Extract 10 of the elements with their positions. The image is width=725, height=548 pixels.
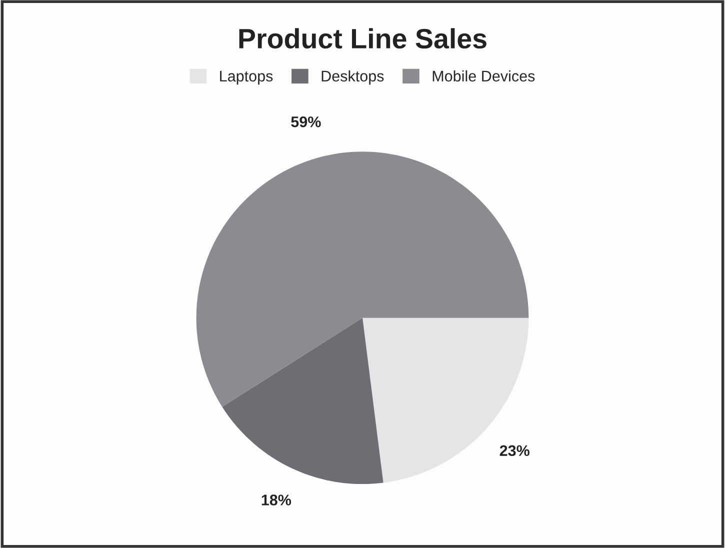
pie-slice: [362, 318, 529, 483]
data-label: 23%: [500, 445, 530, 456]
data-label: 18%: [262, 494, 292, 506]
legend-label: Desktops: [322, 70, 384, 85]
data-label: 59%: [291, 116, 321, 128]
chart-title: Product Line Sales: [239, 28, 486, 49]
legend-label: Mobile Devices: [432, 70, 535, 82]
pie-slice: [222, 318, 384, 484]
pie-slice: [196, 152, 529, 407]
legend-label: Laptops: [220, 70, 273, 85]
